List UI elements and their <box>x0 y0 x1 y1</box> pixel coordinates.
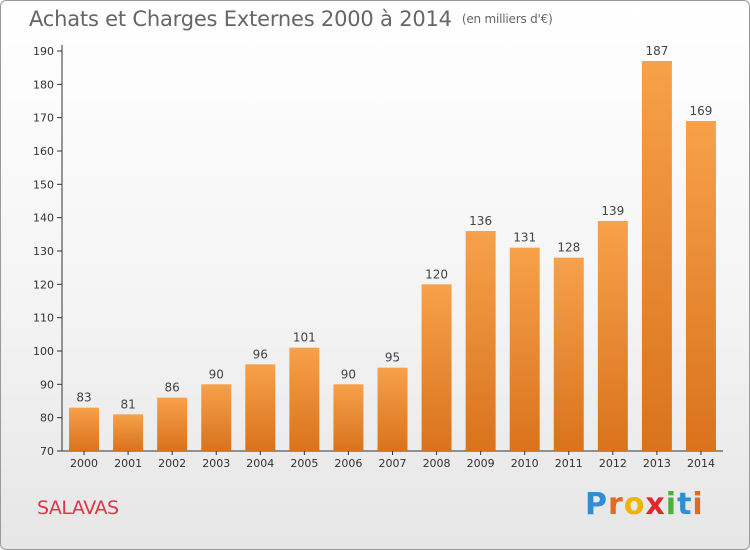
bar-2012 <box>597 221 628 451</box>
y-tick-label: 170 <box>33 112 54 125</box>
bar-2002 <box>157 397 188 451</box>
x-tick-label: 2000 <box>70 457 98 470</box>
data-label-2003: 90 <box>209 367 224 381</box>
data-label-2008: 120 <box>425 267 448 281</box>
y-tick-label: 140 <box>33 212 54 225</box>
x-tick-label: 2011 <box>555 457 583 470</box>
bar-2001 <box>113 414 144 451</box>
x-tick-label: 2008 <box>423 457 451 470</box>
x-tick-label: 2003 <box>202 457 230 470</box>
x-tick-label: 2004 <box>246 457 274 470</box>
chart-title-text: Achats et Charges Externes 2000 à 2014 <box>29 7 452 31</box>
x-tick-label: 2001 <box>114 457 142 470</box>
bar-2006 <box>333 384 364 451</box>
commune-name: SALAVAS <box>37 497 119 519</box>
bar-2014 <box>685 121 716 451</box>
y-tick-label: 80 <box>40 412 54 425</box>
chart-title: Achats et Charges Externes 2000 à 2014 (e… <box>29 7 553 31</box>
y-tick-label: 150 <box>33 178 54 191</box>
bar-2010 <box>509 247 540 451</box>
y-tick-label: 180 <box>33 78 54 91</box>
data-label-2014: 169 <box>690 104 713 118</box>
bar-2013 <box>641 61 672 451</box>
data-label-2009: 136 <box>469 214 492 228</box>
bar-2007 <box>377 367 408 451</box>
data-label-2011: 128 <box>557 241 580 255</box>
y-tick-label: 130 <box>33 245 54 258</box>
y-tick-label: 100 <box>33 345 54 358</box>
unit-note: (en milliers d'€) <box>461 12 553 26</box>
data-label-2013: 187 <box>645 44 668 58</box>
y-tick-label: 90 <box>40 378 54 391</box>
bar-2008 <box>421 284 452 451</box>
y-tick-label: 70 <box>40 445 54 458</box>
bar-2011 <box>553 257 584 451</box>
chart-data-labels: 83 81 86 90 96 101 90 95 120 136 131 128 139 187 169 <box>76 44 712 411</box>
data-label-2002: 86 <box>165 381 180 395</box>
data-label-2012: 139 <box>601 204 624 218</box>
chart-axes: 70 80 90 100 110 120 130 140 150 160 170 180 190 2000… <box>33 45 723 470</box>
x-tick-label: 2005 <box>290 457 318 470</box>
data-label-2007: 95 <box>385 351 400 365</box>
data-label-2010: 131 <box>513 231 536 245</box>
y-tick-label: 160 <box>33 145 54 158</box>
y-tick-label: 110 <box>33 312 54 325</box>
data-label-2001: 81 <box>120 397 135 411</box>
x-tick-label: 2012 <box>599 457 627 470</box>
data-label-2005: 101 <box>293 331 316 345</box>
bar-2005 <box>289 347 320 451</box>
bar-2003 <box>201 384 232 451</box>
bar-2004 <box>245 364 276 451</box>
x-tick-label: 2007 <box>379 457 407 470</box>
y-tick-label: 190 <box>33 45 54 58</box>
bar-2000 <box>69 407 100 451</box>
x-tick-label: 2010 <box>511 457 539 470</box>
chart-bars <box>69 61 716 451</box>
data-label-2004: 96 <box>253 347 268 361</box>
proxiti-logo[interactable]: Proxiti <box>585 487 704 522</box>
x-tick-label: 2009 <box>467 457 495 470</box>
y-tick-label: 120 <box>33 278 54 291</box>
x-tick-label: 2014 <box>687 457 715 470</box>
x-tick-label: 2013 <box>643 457 671 470</box>
data-label-2006: 90 <box>341 367 356 381</box>
data-label-2000: 83 <box>76 391 91 405</box>
bar-2009 <box>465 231 496 451</box>
x-tick-label: 2002 <box>158 457 186 470</box>
x-tick-label: 2006 <box>334 457 362 470</box>
